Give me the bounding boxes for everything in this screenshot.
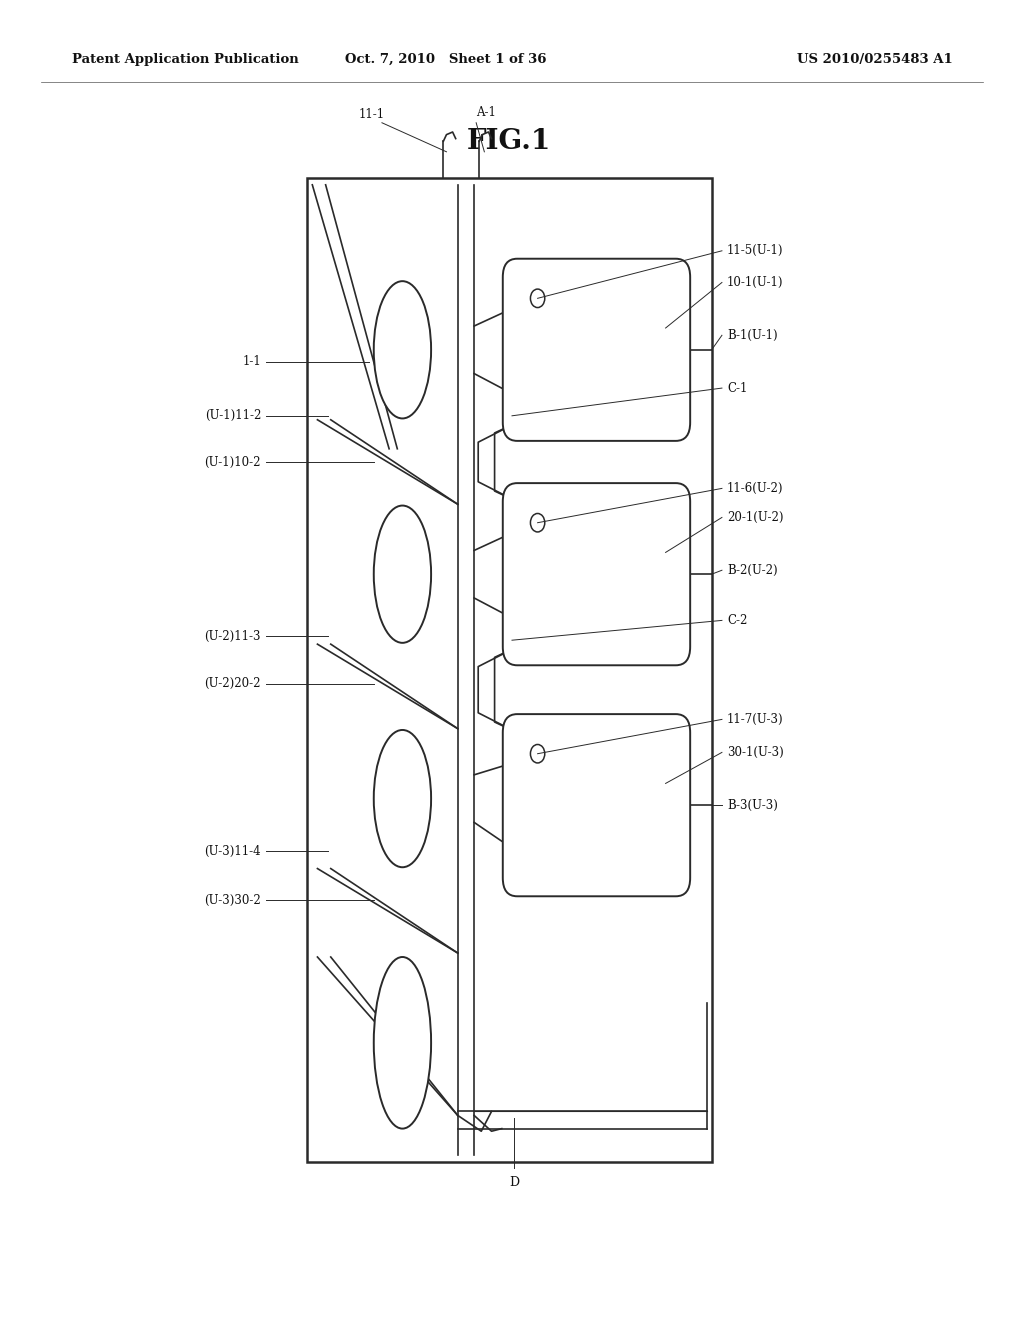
Circle shape	[530, 744, 545, 763]
Text: Oct. 7, 2010   Sheet 1 of 36: Oct. 7, 2010 Sheet 1 of 36	[345, 53, 546, 66]
FancyBboxPatch shape	[503, 259, 690, 441]
Bar	[307, 178, 712, 1162]
Text: B-2(U-2): B-2(U-2)	[727, 564, 777, 577]
Text: (U-1)10-2: (U-1)10-2	[205, 455, 261, 469]
Text: C-2: C-2	[727, 614, 748, 627]
Text: A-1: A-1	[476, 106, 496, 119]
Ellipse shape	[374, 730, 431, 867]
Text: 11-1: 11-1	[358, 108, 385, 121]
Circle shape	[530, 513, 545, 532]
Text: (U-3)30-2: (U-3)30-2	[205, 894, 261, 907]
Circle shape	[530, 289, 545, 308]
Text: 11-6(U-2): 11-6(U-2)	[727, 482, 783, 495]
Text: (U-2)20-2: (U-2)20-2	[205, 677, 261, 690]
Text: Patent Application Publication: Patent Application Publication	[72, 53, 298, 66]
Text: (U-2)11-3: (U-2)11-3	[205, 630, 261, 643]
Text: 11-5(U-1): 11-5(U-1)	[727, 244, 783, 257]
Text: 30-1(U-3): 30-1(U-3)	[727, 746, 783, 759]
Text: 11-7(U-3): 11-7(U-3)	[727, 713, 783, 726]
Text: US 2010/0255483 A1: US 2010/0255483 A1	[797, 53, 952, 66]
FancyBboxPatch shape	[503, 483, 690, 665]
Text: (U-1)11-2: (U-1)11-2	[205, 409, 261, 422]
Text: 10-1(U-1): 10-1(U-1)	[727, 276, 783, 289]
Ellipse shape	[374, 506, 431, 643]
Ellipse shape	[374, 281, 431, 418]
Text: 1-1: 1-1	[243, 355, 261, 368]
Text: C-1: C-1	[727, 381, 748, 395]
Text: B-3(U-3): B-3(U-3)	[727, 799, 778, 812]
Text: 20-1(U-2): 20-1(U-2)	[727, 511, 783, 524]
Text: (U-3)11-4: (U-3)11-4	[205, 845, 261, 858]
Ellipse shape	[374, 957, 431, 1129]
Text: D: D	[509, 1176, 519, 1189]
Text: B-1(U-1): B-1(U-1)	[727, 329, 777, 342]
FancyBboxPatch shape	[503, 714, 690, 896]
Text: FIG.1: FIG.1	[467, 128, 551, 154]
